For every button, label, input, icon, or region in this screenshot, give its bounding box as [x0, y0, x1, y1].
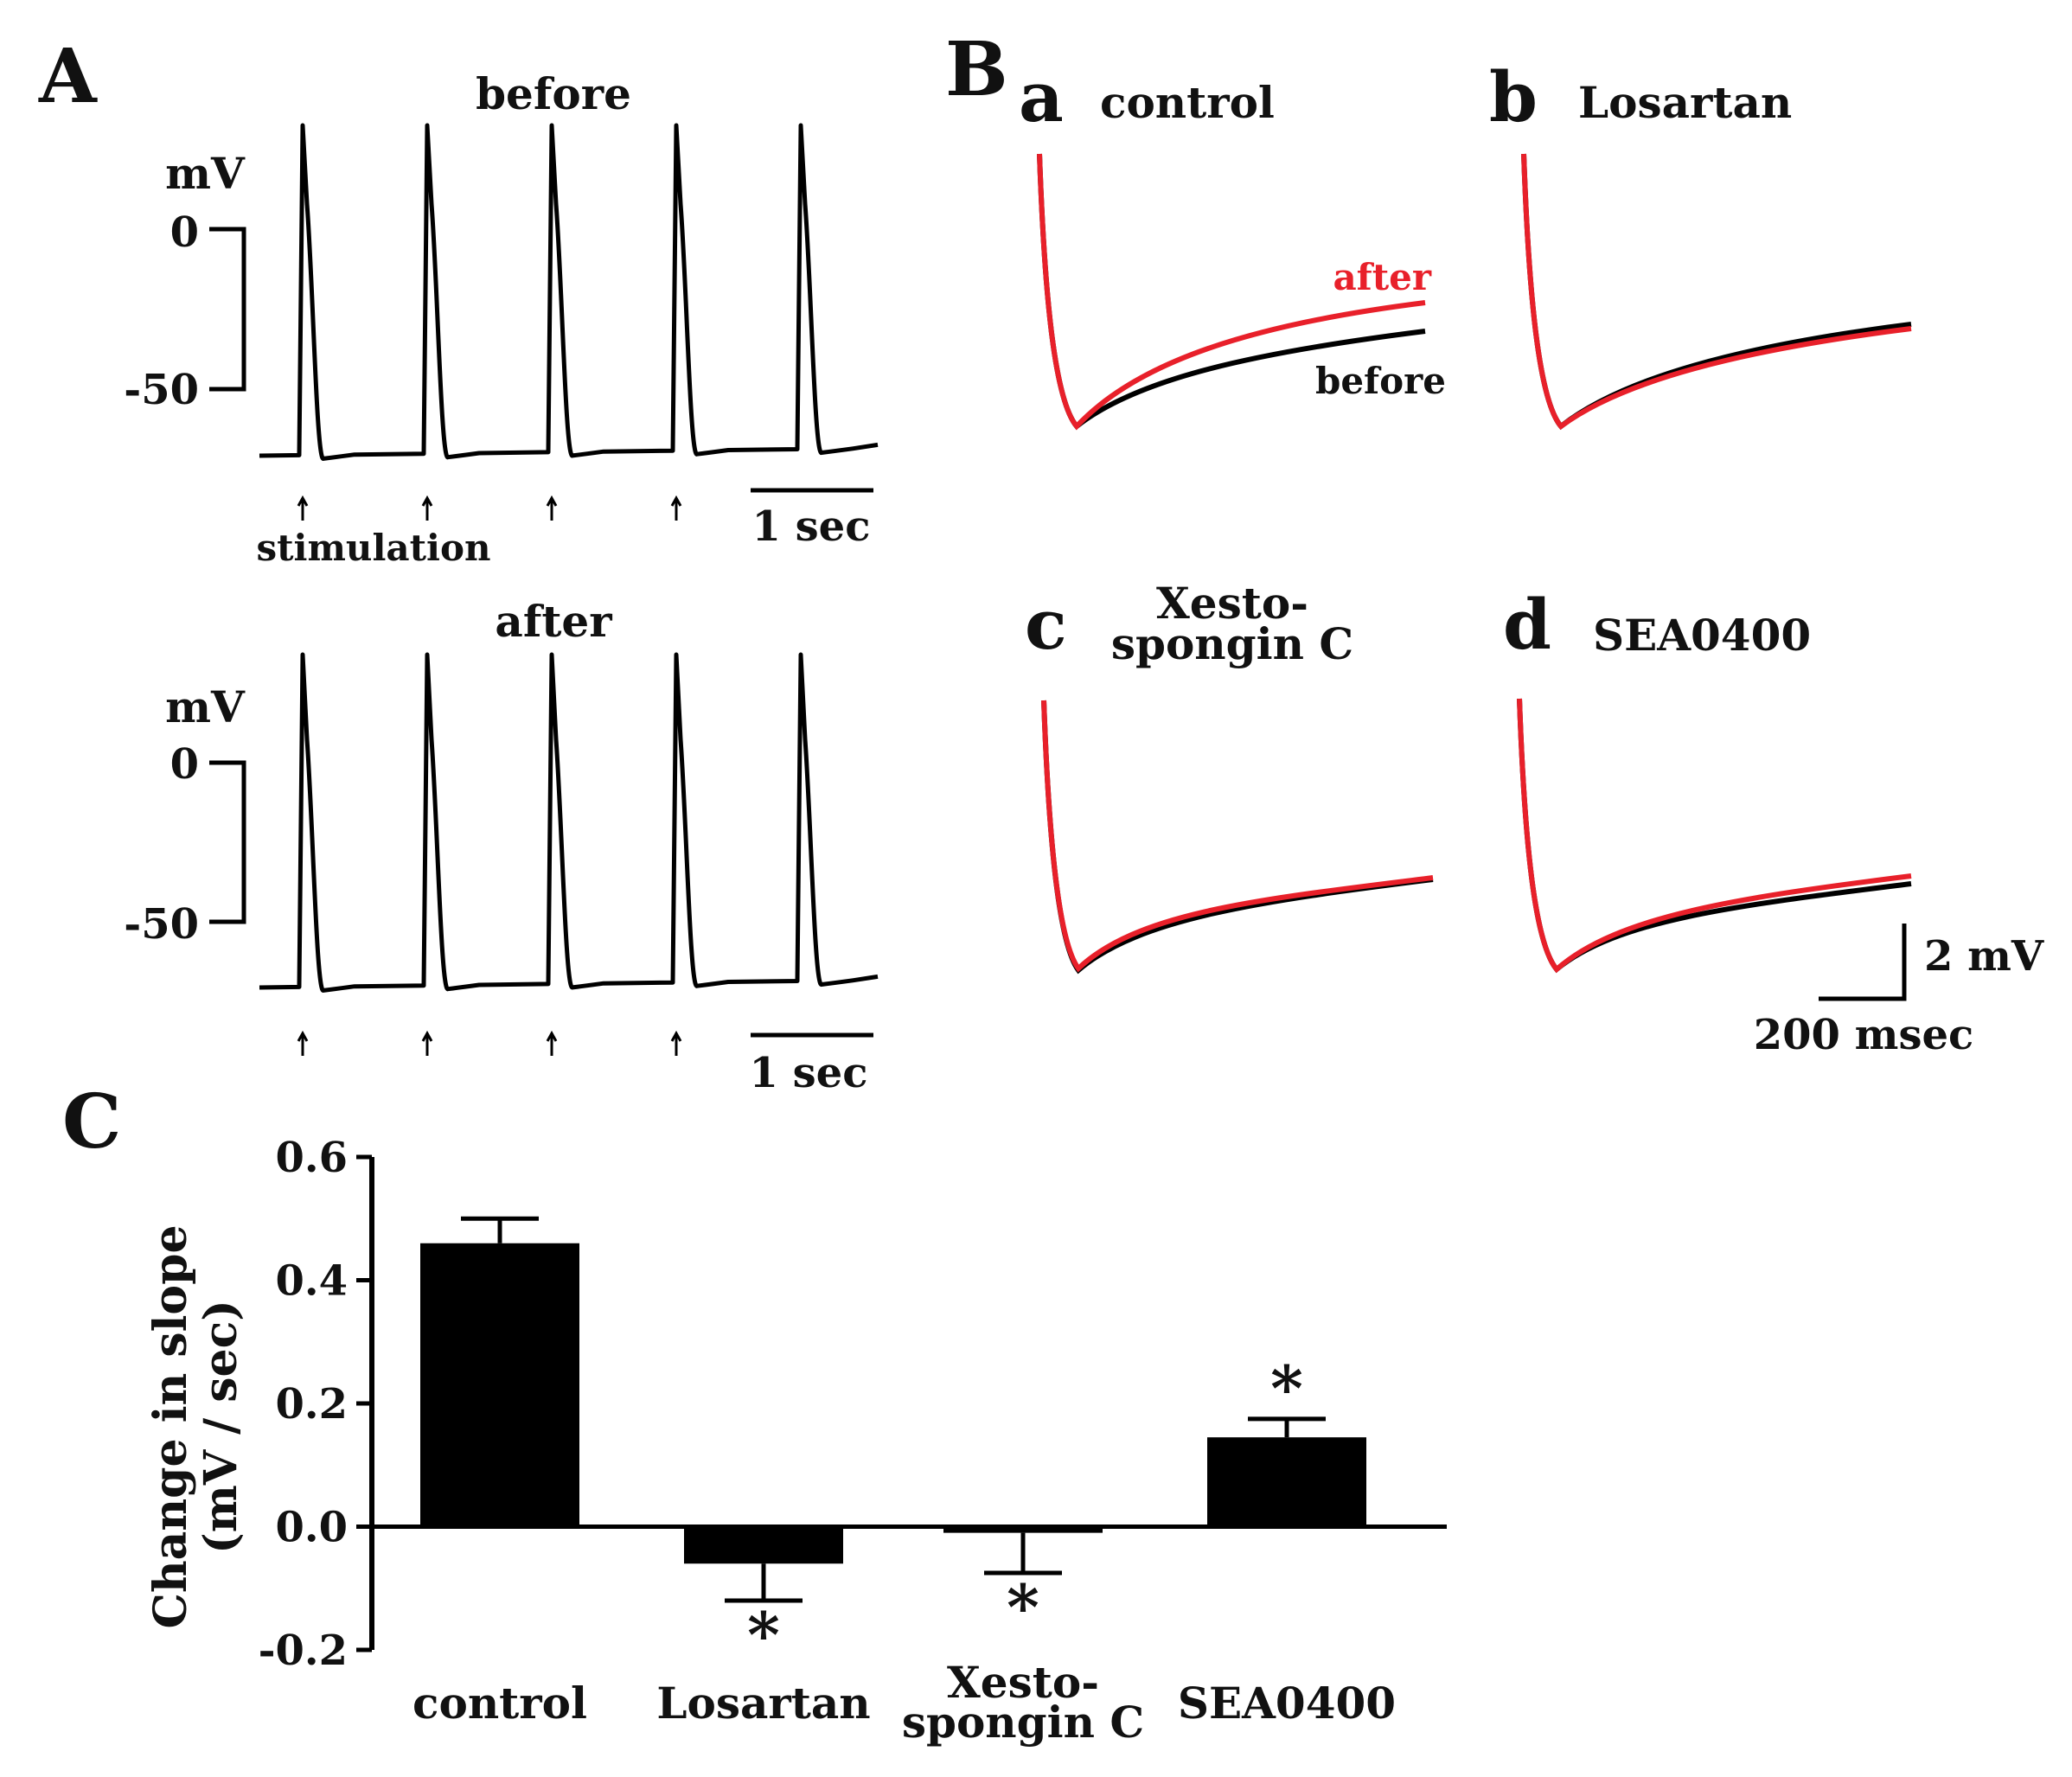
y-tick-label: 0.0: [275, 1504, 348, 1552]
panel-b-scalebar: [1819, 924, 1907, 1001]
panel-c-ylabel-line1: Change in slope: [144, 1224, 197, 1628]
panel-b-d-before-trace: [1517, 698, 1912, 974]
panel-b-b-before-trace: [1521, 153, 1912, 431]
panel-b-b-after-trace: [1521, 153, 1912, 431]
panel-a-after-stim-arrows: [297, 1030, 682, 1056]
panel-b-a-title: control: [1100, 77, 1275, 128]
panel-b-d-after-trace: [1517, 698, 1912, 974]
panel-b-d-letter: d: [1503, 584, 1551, 665]
stim-arrowhead: [670, 495, 682, 507]
panel-a-after-tick-0: 0: [170, 740, 199, 789]
category-label-1: Losartan: [656, 1678, 870, 1729]
y-tick-label: 0.6: [275, 1134, 348, 1182]
panel-a-before-scalebar-label: 1 sec: [752, 502, 871, 551]
panel-b-c-before-trace: [1041, 700, 1434, 975]
y-tick-label: 0.2: [275, 1380, 348, 1429]
panel-a-before-axis: [209, 227, 246, 392]
panel-c-bar-chart: Change in slope (mV / sec) -0.2 0.0 0.2 0.4…: [144, 1134, 1447, 1748]
panel-a-after-trace: [259, 652, 879, 993]
panel-a-before-unit: mV: [165, 148, 246, 199]
significance-marker-2: *: [1007, 1570, 1039, 1644]
y-tick-label: -0.2: [259, 1627, 348, 1675]
panel-b-c-title-line1: Xesto-: [1156, 578, 1308, 629]
panel-a-after-scalebar-label: 1 sec: [750, 1049, 868, 1097]
panel-b-b-letter: b: [1489, 56, 1538, 137]
category-label-3: SEA0400: [1178, 1678, 1396, 1729]
panel-b-c-letter: c: [1025, 584, 1067, 665]
panel-a-before-tick-0: 0: [170, 208, 199, 257]
panel-a-before-stim-arrows: [297, 495, 682, 521]
bar-2: [943, 1526, 1103, 1533]
panel-b-scalebar-h-label: 200 msec: [1754, 1011, 1973, 1059]
stim-arrowhead: [421, 1030, 433, 1042]
panel-b-letter: B: [945, 26, 1008, 113]
panel-c-ylabel: Change in slope (mV / sec): [144, 1224, 247, 1628]
panel-a-before-tick-m50: -50: [124, 366, 199, 414]
panel-b-d-title: SEA0400: [1593, 610, 1811, 661]
panel-b-a-letter: a: [1019, 56, 1064, 137]
category-label-2: spongin C: [902, 1697, 1144, 1748]
y-tick-label: 0.4: [275, 1257, 348, 1306]
panel-b-c-title-line2: spongin C: [1111, 618, 1353, 669]
bar-0: [420, 1243, 579, 1527]
stim-arrowhead: [670, 1030, 682, 1042]
panel-b-d: d SEA0400: [1503, 584, 1912, 974]
stim-arrowhead: [297, 495, 309, 507]
panel-b-a: a control after before: [1019, 56, 1446, 431]
panel-a-before-trace: [259, 123, 879, 461]
panel-c-letter: C: [62, 1078, 121, 1166]
stim-arrowhead: [297, 1030, 309, 1042]
bar-3: [1207, 1437, 1366, 1527]
category-label-0: control: [412, 1678, 587, 1729]
panel-a-letter: A: [38, 33, 98, 120]
significance-marker-1: *: [747, 1598, 780, 1672]
panel-b-a-legend-after: after: [1333, 256, 1431, 298]
panel-a-after-title: after: [495, 596, 612, 647]
panel-a-after-tick-m50: -50: [124, 900, 199, 949]
category-label-2: Xesto-: [947, 1657, 1099, 1708]
panel-b-b: b Losartan: [1489, 56, 1912, 431]
bar-1: [684, 1526, 843, 1564]
panel-b-c: c Xesto- spongin C: [1025, 578, 1434, 975]
panel-b-c-after-trace: [1041, 700, 1434, 973]
panel-c-ylabel-line2: (mV / sec): [195, 1300, 247, 1554]
panel-b-b-title: Losartan: [1578, 77, 1792, 128]
panel-a-after-axis: [209, 760, 246, 924]
panel-b-a-after-trace: [1037, 153, 1426, 431]
panel-a-after: after mV 0 -50 1 sec: [124, 596, 879, 1097]
panel-a-before: before mV 0 -50 stimulation 1 sec: [124, 68, 879, 569]
panel-a-after-unit: mV: [165, 681, 246, 732]
significance-marker-3: *: [1270, 1352, 1303, 1425]
panel-a-stimulation-label: stimulation: [256, 527, 490, 569]
stim-arrowhead: [546, 1030, 558, 1042]
stim-arrowhead: [421, 495, 433, 507]
stim-arrowhead: [546, 495, 558, 507]
panel-b-a-legend-before: before: [1315, 360, 1446, 402]
panel-a-before-title: before: [476, 68, 631, 119]
panel-b-scalebar-v-label: 2 mV: [1924, 932, 2044, 981]
